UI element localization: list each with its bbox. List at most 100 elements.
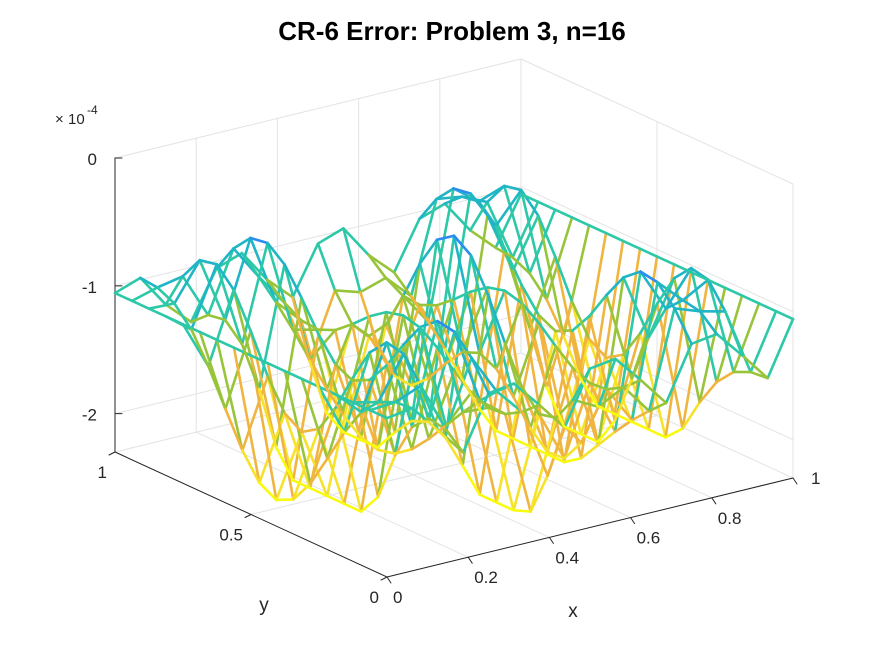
surface-line <box>164 315 185 326</box>
surface-line <box>300 377 321 389</box>
surface-line <box>690 332 719 346</box>
surface-line <box>536 214 565 338</box>
surface-line <box>350 322 371 338</box>
surface-line <box>393 425 414 457</box>
x-tick-mark <box>386 576 392 584</box>
surface-line <box>435 304 464 381</box>
surface-line <box>621 332 642 356</box>
surface-line <box>461 464 481 496</box>
surface-line <box>452 290 473 301</box>
y-tick-mark <box>108 451 116 456</box>
z-exponent-label: × 10 -4 <box>55 103 98 128</box>
surface-line <box>342 227 371 257</box>
surface-line <box>241 449 261 485</box>
surface-line <box>672 276 701 404</box>
surface-line <box>164 274 185 306</box>
surface-line <box>579 377 599 408</box>
surface-line <box>418 197 438 221</box>
surface-line <box>394 400 414 410</box>
surface-line <box>376 454 397 499</box>
surface-line <box>673 307 702 313</box>
surface-line <box>385 343 405 367</box>
surface-line <box>774 309 795 321</box>
surface-line <box>409 294 430 323</box>
surface-line <box>494 246 514 259</box>
surface-line <box>376 343 405 499</box>
surface-line <box>427 234 456 424</box>
surface-line <box>333 322 354 332</box>
surface-line <box>427 330 456 420</box>
tick-labels: 0 0.2 0.4 0.6 0.8 1 0 0.5 1 0 -1 -2 <box>82 150 821 607</box>
surface-line <box>613 418 634 433</box>
surface-line <box>478 390 499 403</box>
surface-line <box>444 436 464 468</box>
y-tick-label: 0 <box>370 588 379 607</box>
surface-line <box>622 270 642 279</box>
surface-line <box>190 328 210 368</box>
surface-line <box>164 303 193 324</box>
x-tick-mark <box>711 497 717 505</box>
surface-line <box>485 200 514 259</box>
surface-line <box>207 288 236 368</box>
surface-line <box>130 299 151 310</box>
surface-line <box>698 286 727 404</box>
surface-line <box>309 457 329 485</box>
surface-line <box>469 254 498 371</box>
surface-line <box>723 310 744 357</box>
surface-line <box>368 351 397 457</box>
surface-line <box>597 385 626 409</box>
surface-line <box>156 274 185 289</box>
surface-line <box>587 224 608 235</box>
surface-line <box>410 417 431 429</box>
surface-line <box>232 346 261 485</box>
surface-line <box>605 388 634 422</box>
surface-line <box>502 184 523 192</box>
surface-line <box>622 378 643 389</box>
surface-line <box>232 288 253 333</box>
surface-line <box>367 253 388 280</box>
surface-line <box>655 302 684 430</box>
surface-line <box>563 381 592 460</box>
surface-line <box>689 270 710 282</box>
x-tick-label: 0.6 <box>637 529 661 548</box>
surface-line <box>554 344 575 370</box>
surface-line <box>351 378 371 382</box>
surface-line <box>316 227 345 245</box>
surface-line <box>655 255 676 266</box>
surface-line <box>113 276 142 295</box>
surface-line <box>546 450 566 460</box>
surface-line <box>333 289 354 326</box>
y-tick-mark <box>244 514 252 518</box>
surface-line <box>350 322 379 449</box>
surface-line <box>469 286 490 293</box>
surface-line <box>588 293 608 318</box>
surface-line <box>647 276 676 339</box>
surface-line <box>325 387 346 418</box>
surface-line <box>571 366 592 385</box>
surface-line <box>359 290 379 346</box>
surface-line <box>376 342 396 378</box>
surface-line <box>410 419 430 424</box>
surface-line <box>215 338 236 350</box>
surface-line <box>418 238 439 265</box>
surface-line <box>605 293 634 380</box>
surface-line <box>528 327 549 389</box>
axes <box>108 157 798 584</box>
surface-line <box>173 302 193 331</box>
surface-line <box>613 412 633 423</box>
surface-line <box>266 362 287 373</box>
surface-line <box>316 242 337 292</box>
surface-line <box>545 298 565 338</box>
z-exponent-power: -4 <box>87 103 98 117</box>
surface-line <box>588 314 617 423</box>
surface-line <box>715 370 735 384</box>
surface-line <box>460 377 481 410</box>
surface-line <box>604 231 625 243</box>
surface-line <box>706 278 727 313</box>
surface-line <box>207 364 227 411</box>
x-tick-label: 1 <box>811 469 820 488</box>
surface-line <box>605 276 625 297</box>
surface-line <box>401 295 430 380</box>
surface-line <box>384 276 405 297</box>
surface-line <box>215 263 236 292</box>
